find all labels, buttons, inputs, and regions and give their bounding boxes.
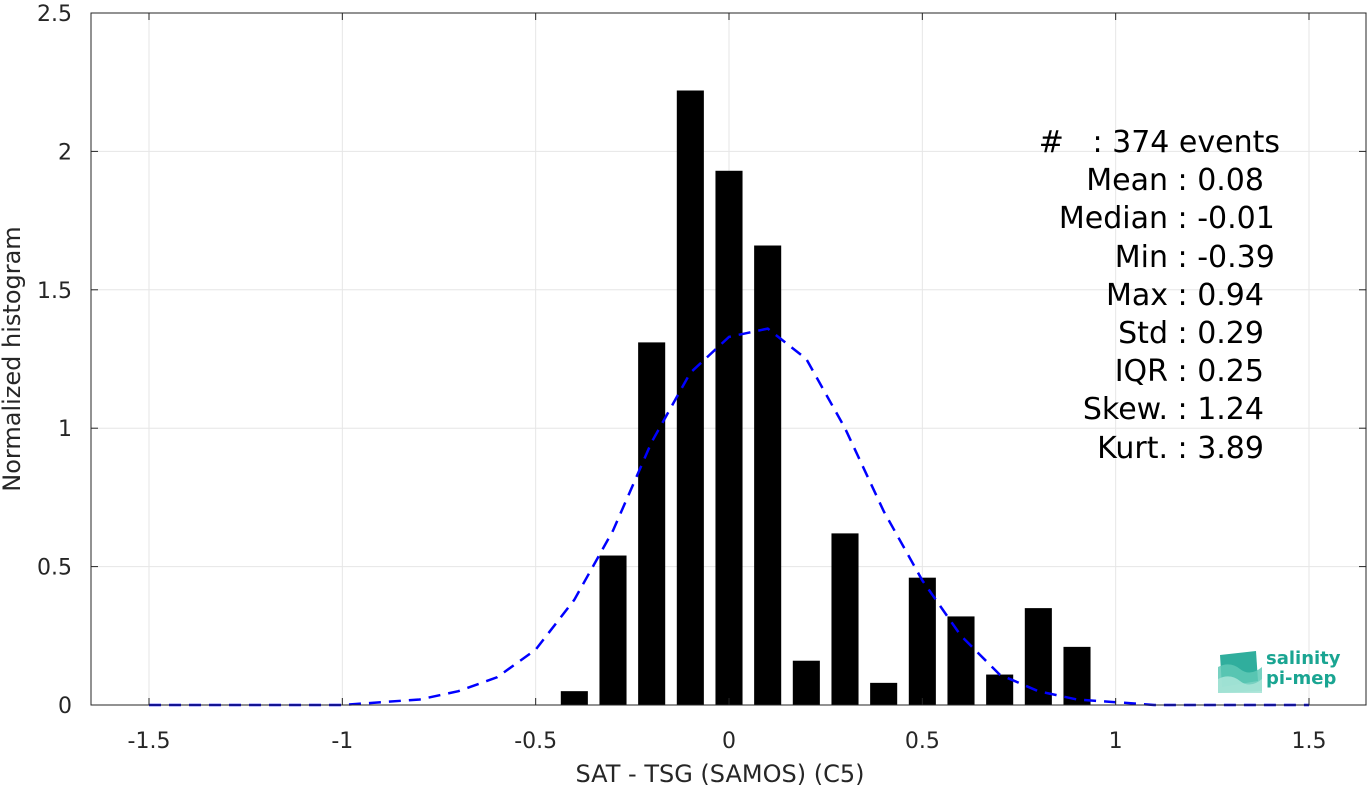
histogram-bar [1063,646,1091,705]
stat-sep: : [1168,392,1198,428]
stat-std: Std : 0.29 [960,315,1280,353]
stat-median: Median : -0.01 [960,200,1280,238]
y-tick-label: 0 [58,694,72,719]
histogram-bar [599,555,627,705]
logo-text: salinity pi-mep [1266,649,1341,689]
stat-value: -0.39 [1197,239,1275,275]
stat-key: Max [1105,277,1168,313]
stat-key: Std [1118,316,1168,352]
y-tick-label: 2.5 [37,2,72,27]
histogram-bar [908,577,936,705]
stat-key: Kurt. [1097,430,1168,466]
stat-value: 0.25 [1197,354,1264,390]
stat-key: Median [1058,201,1168,237]
y-tick-label: 0.5 [37,556,72,581]
histogram-bar [831,533,859,705]
histogram-bar [754,245,782,705]
y-axis-label: Normalized histogram [0,226,26,491]
histogram-bar [638,342,666,705]
stat-key: Skew. [1082,392,1168,428]
stat-key: Mean [1086,163,1168,199]
stat-sep: : [1168,201,1198,237]
stat-value: 0.94 [1197,277,1264,313]
stat-value: 1.24 [1197,392,1264,428]
stat-sep: : [1082,125,1113,160]
wave-icon [1218,651,1262,693]
y-tick-label: 1 [58,417,72,442]
x-tick-label: 1.5 [1292,729,1327,754]
histogram-bar [560,691,588,705]
histogram-bar [947,616,975,705]
stat-value: 3.89 [1197,430,1264,466]
stat-iqr: IQR : 0.25 [960,353,1280,391]
x-tick-label: 1 [1109,729,1123,754]
stat-sep: : [1168,316,1198,352]
stat-value: 374 events [1112,125,1280,160]
stat-value: 0.08 [1197,163,1264,199]
histogram-bar [792,660,820,705]
stat-value: -0.01 [1197,201,1275,237]
stat-count: # : 374 events [960,124,1280,162]
x-tick-label: -0.5 [514,729,557,754]
stat-skew: Skew. : 1.24 [960,391,1280,429]
salinity-pimep-logo: salinity pi-mep [1216,647,1346,697]
histogram-bar [676,90,704,705]
stat-sep: : [1168,277,1198,313]
x-tick-label: 0.5 [905,729,940,754]
stat-key: IQR [1114,354,1168,390]
stat-sep: : [1168,354,1198,390]
x-axis-label: SAT - TSG (SAMOS) (C5) [576,760,865,785]
stat-max: Max : 0.94 [960,277,1280,315]
histogram-bar [870,682,898,705]
stat-mean: Mean : 0.08 [960,162,1280,200]
bars [560,90,1091,705]
stat-sep: : [1168,239,1198,275]
stat-value: 0.29 [1197,316,1264,352]
stat-min: Min : -0.39 [960,239,1280,277]
y-tick-label: 1.5 [37,279,72,304]
stat-key: Min [1114,239,1168,275]
x-tick-label: 0 [722,729,736,754]
tick-labels: -1.5 -1 -0.5 0 0.5 1 1.5 0 0.5 1 1.5 2 2.5 [37,2,1327,754]
stat-key: # [1038,125,1083,160]
stat-sep: : [1168,430,1198,466]
logo-line2: pi-mep [1266,668,1337,689]
axes-frame [90,12,1367,706]
histogram-bar [1024,608,1052,705]
stat-sep: : [1168,163,1198,199]
y-tick-label: 2 [58,140,72,165]
stat-kurt: Kurt. : 3.89 [960,430,1280,468]
x-tick-label: -1 [331,729,353,754]
stats-box: # : 374 events Mean : 0.08 Median : -0.0… [960,124,1280,468]
x-tick-label: -1.5 [128,729,171,754]
histogram-bar [715,170,743,705]
logo-line1: salinity [1266,648,1341,669]
